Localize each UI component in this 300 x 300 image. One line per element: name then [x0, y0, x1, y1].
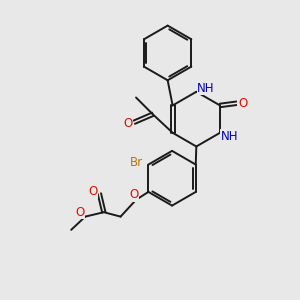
Text: O: O [130, 188, 139, 201]
Text: O: O [238, 97, 247, 110]
Text: O: O [75, 206, 85, 219]
Text: NH: NH [221, 130, 238, 143]
Text: NH: NH [197, 82, 215, 95]
Text: O: O [88, 185, 98, 198]
Text: O: O [124, 117, 133, 130]
Text: Br: Br [130, 156, 142, 169]
